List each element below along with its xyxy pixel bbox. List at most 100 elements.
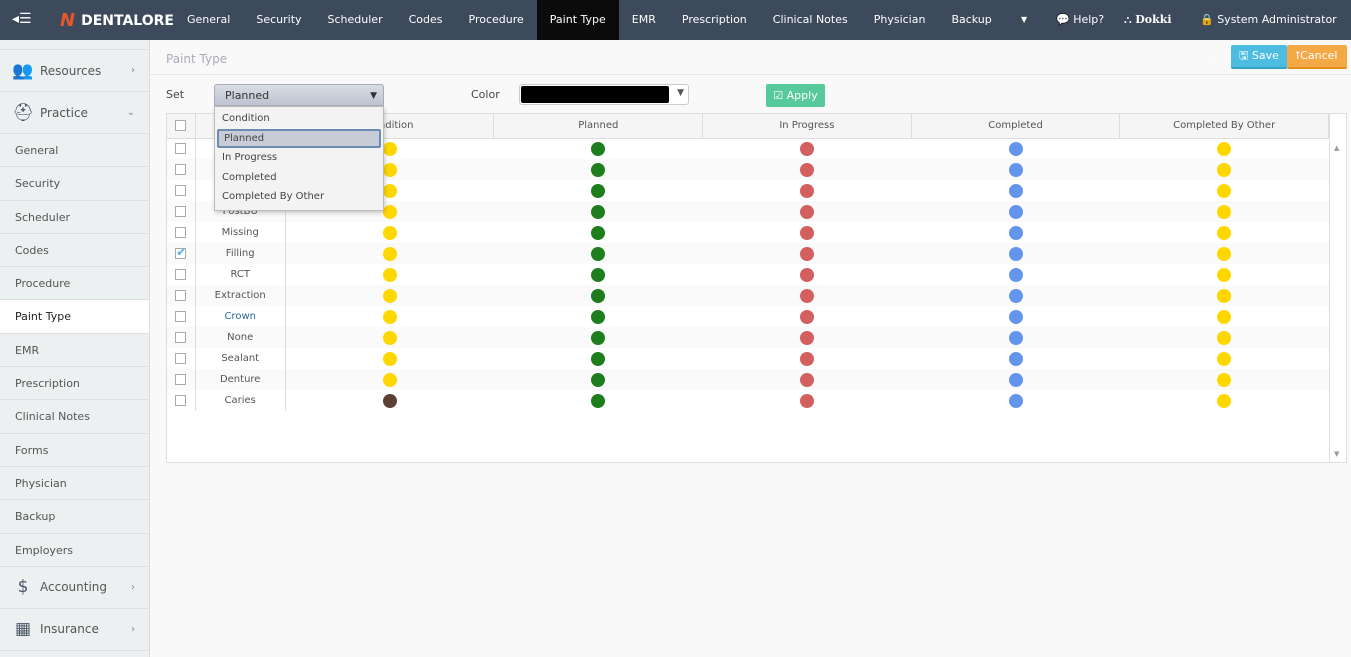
color-dot-yellow[interactable] bbox=[1217, 204, 1232, 219]
row-checkbox[interactable] bbox=[175, 205, 187, 217]
color-cell[interactable] bbox=[1120, 264, 1329, 285]
color-dot-red[interactable] bbox=[799, 246, 814, 261]
nav-emr[interactable]: EMR bbox=[631, 13, 656, 26]
color-cell[interactable] bbox=[702, 243, 912, 264]
color-cell[interactable] bbox=[702, 369, 912, 390]
color-cell[interactable] bbox=[285, 264, 494, 285]
color-dot-yellow[interactable] bbox=[382, 225, 397, 240]
set-option-in-progress[interactable]: In Progress bbox=[222, 152, 278, 163]
color-dot-blue[interactable] bbox=[1008, 330, 1023, 345]
color-dot-blue[interactable] bbox=[1008, 351, 1023, 366]
user-menu[interactable]: 🔒 System Administrator ⌄ bbox=[1200, 0, 1351, 66]
table-row[interactable]: Missing bbox=[167, 222, 1329, 243]
sidebar-group-practice[interactable]: ⛑ Practice ⌄ bbox=[0, 92, 149, 134]
color-dot-red[interactable] bbox=[799, 204, 814, 219]
org-link[interactable]: ⛬ Dokki bbox=[1124, 0, 1172, 40]
color-cell[interactable] bbox=[702, 285, 912, 306]
color-dot-red[interactable] bbox=[799, 183, 814, 198]
color-cell[interactable] bbox=[911, 201, 1120, 222]
color-cell[interactable] bbox=[911, 327, 1120, 348]
nav-backup[interactable]: Backup bbox=[951, 13, 992, 26]
color-dot-blue[interactable] bbox=[1008, 141, 1023, 156]
nav-prescription[interactable]: Prescription bbox=[681, 13, 747, 26]
sidebar-item-backup[interactable]: Backup bbox=[0, 500, 149, 534]
color-dot-yellow[interactable] bbox=[1217, 288, 1232, 303]
color-cell[interactable] bbox=[703, 222, 912, 243]
nav-codes[interactable]: Codes bbox=[408, 13, 443, 26]
color-cell[interactable] bbox=[493, 285, 703, 306]
row-checkbox[interactable] bbox=[175, 289, 187, 301]
color-cell[interactable] bbox=[494, 390, 703, 411]
sidebar-group-insurance[interactable]: ▦ Insurance › bbox=[0, 609, 149, 651]
color-dot-yellow[interactable] bbox=[1217, 351, 1232, 366]
color-dot-yellow[interactable] bbox=[1217, 225, 1232, 240]
color-cell[interactable] bbox=[1119, 159, 1329, 180]
color-cell[interactable] bbox=[703, 348, 912, 369]
color-cell[interactable] bbox=[285, 138, 494, 159]
table-row[interactable]: PostBU bbox=[167, 201, 1329, 222]
color-cell[interactable] bbox=[911, 264, 1120, 285]
color-dot-green[interactable] bbox=[591, 162, 606, 177]
color-cell[interactable] bbox=[911, 348, 1120, 369]
sidebar-item-general[interactable]: General bbox=[0, 134, 149, 168]
color-cell[interactable] bbox=[703, 306, 912, 327]
set-option-completed-by-other[interactable]: Completed By Other bbox=[222, 191, 325, 202]
table-row[interactable]: RCT bbox=[167, 264, 1329, 285]
color-cell[interactable] bbox=[493, 243, 703, 264]
color-dot-green[interactable] bbox=[591, 246, 606, 261]
color-dot-green[interactable] bbox=[591, 330, 606, 345]
color-dot-yellow[interactable] bbox=[1217, 246, 1232, 261]
color-cell[interactable] bbox=[493, 327, 703, 348]
scroll-up-icon[interactable]: ▲ bbox=[1334, 144, 1340, 152]
color-dot-blue[interactable] bbox=[1008, 204, 1023, 219]
color-cell[interactable] bbox=[1119, 243, 1329, 264]
row-checkbox[interactable] bbox=[175, 143, 187, 154]
color-dot-yellow[interactable] bbox=[382, 330, 397, 345]
color-dot-red[interactable] bbox=[799, 267, 814, 282]
color-dot-green[interactable] bbox=[591, 351, 606, 366]
color-dot-yellow[interactable] bbox=[382, 288, 397, 303]
color-cell[interactable] bbox=[911, 180, 1120, 201]
sidebar-group-resources[interactable]: 👥 Resources › bbox=[0, 50, 149, 92]
color-cell[interactable] bbox=[911, 159, 1120, 180]
sidebar-item-procedure[interactable]: Procedure bbox=[0, 267, 149, 301]
color-cell[interactable] bbox=[703, 264, 912, 285]
sidebar-item-scheduler[interactable]: Scheduler bbox=[0, 201, 149, 234]
color-dot-green[interactable] bbox=[591, 309, 606, 324]
color-dot-yellow[interactable] bbox=[382, 183, 397, 198]
sidebar-item-physician[interactable]: Physician bbox=[0, 467, 149, 501]
color-dot-green[interactable] bbox=[591, 225, 606, 240]
set-dropdown[interactable]: Planned ▼ Condition Planned In Progress Comp… bbox=[214, 84, 384, 211]
color-dot-yellow[interactable] bbox=[1217, 309, 1232, 324]
table-row[interactable]: Sealant bbox=[167, 348, 1329, 369]
color-dot-yellow[interactable] bbox=[1217, 393, 1232, 408]
table-row[interactable]: Denture bbox=[167, 369, 1329, 390]
nav-procedure[interactable]: Procedure bbox=[468, 13, 524, 26]
logo[interactable]: N DENTALORE bbox=[60, 10, 174, 31]
color-cell[interactable] bbox=[911, 306, 1120, 327]
save-button[interactable]: 🖫 Save bbox=[1231, 45, 1287, 69]
color-dot-green[interactable] bbox=[591, 288, 606, 303]
color-cell[interactable] bbox=[702, 159, 912, 180]
table-row[interactable]: Caries bbox=[167, 390, 1329, 411]
row-checkbox[interactable] bbox=[175, 184, 187, 196]
row-checkbox[interactable] bbox=[175, 352, 187, 364]
table-row[interactable]: Filling bbox=[167, 243, 1329, 264]
sidebar-item-security[interactable]: Security bbox=[0, 167, 149, 201]
color-dot-yellow[interactable] bbox=[382, 141, 397, 156]
row-checkbox[interactable] bbox=[175, 331, 187, 343]
color-cell[interactable] bbox=[285, 180, 494, 201]
color-dot-brown[interactable] bbox=[382, 393, 397, 408]
color-cell[interactable] bbox=[494, 306, 703, 327]
color-cell[interactable] bbox=[285, 222, 494, 243]
color-cell[interactable] bbox=[1120, 180, 1329, 201]
color-dot-green[interactable] bbox=[591, 204, 606, 219]
set-dropdown-selected[interactable]: Planned ▼ bbox=[214, 84, 384, 106]
color-dot-yellow[interactable] bbox=[382, 351, 397, 366]
color-cell[interactable] bbox=[494, 138, 703, 159]
color-dot-blue[interactable] bbox=[1008, 246, 1023, 261]
vertical-scrollbar[interactable]: ▲ ▼ bbox=[1329, 114, 1346, 462]
color-dot-yellow[interactable] bbox=[382, 162, 397, 177]
color-dot-red[interactable] bbox=[799, 372, 814, 387]
color-cell[interactable] bbox=[911, 390, 1120, 411]
